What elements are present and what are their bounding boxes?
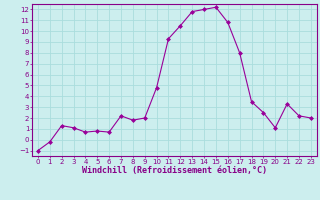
X-axis label: Windchill (Refroidissement éolien,°C): Windchill (Refroidissement éolien,°C) (82, 166, 267, 175)
